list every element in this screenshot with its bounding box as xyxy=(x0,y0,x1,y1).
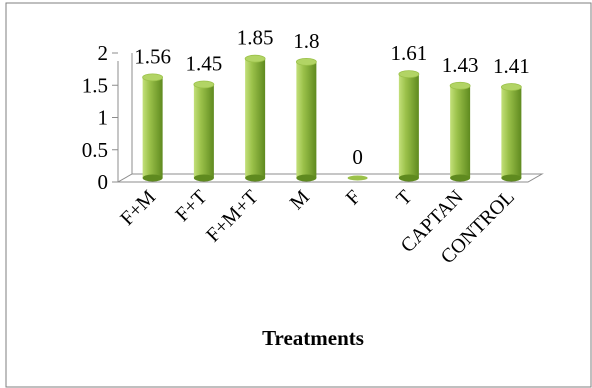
bar-top xyxy=(449,81,471,90)
y-tick-label: 0.5 xyxy=(82,138,108,162)
bar-body xyxy=(193,84,214,178)
data-label: 1.56 xyxy=(134,44,171,68)
axes xyxy=(116,53,544,183)
data-label: 1.43 xyxy=(442,53,479,77)
bars xyxy=(142,54,522,182)
data-label: 1.61 xyxy=(391,41,428,65)
bar-top xyxy=(295,58,317,66)
bar-body xyxy=(450,85,471,178)
bar-control xyxy=(500,83,522,182)
bar-f-m xyxy=(142,73,164,182)
data-label: 1.85 xyxy=(237,26,274,50)
bar-base xyxy=(245,174,266,182)
y-tick-label: 1 xyxy=(98,106,109,130)
bar-f-m-t xyxy=(244,54,266,182)
y-tick-label: 0 xyxy=(98,170,109,194)
bar-body xyxy=(245,58,266,178)
bar-f-t xyxy=(193,80,215,182)
bar-base xyxy=(296,174,317,182)
x-tick-label: F+T xyxy=(171,186,211,226)
bar-top xyxy=(244,54,266,63)
bar-m xyxy=(295,58,317,182)
y-axis-ticks: 0 0.5 1 1.5 2 xyxy=(82,41,118,194)
bar-top xyxy=(142,73,164,82)
data-label: 1.45 xyxy=(186,51,223,75)
data-labels: 1.56 1.45 1.85 1.8 0 1.61 1.43 1.41 xyxy=(134,26,530,169)
bar-base xyxy=(501,174,522,182)
x-tick-label: F+M xyxy=(116,186,160,230)
x-tick-label: M xyxy=(286,186,314,214)
bar-body xyxy=(142,77,163,178)
bar-body xyxy=(296,61,317,178)
data-label: 1.8 xyxy=(293,29,319,53)
y-tick-label: 2 xyxy=(98,41,109,65)
y-tick-label: 1.5 xyxy=(82,73,108,97)
data-label: 1.41 xyxy=(493,54,530,78)
bar-captan xyxy=(449,81,471,182)
bar-t xyxy=(398,70,420,182)
bar-body xyxy=(501,87,522,178)
chart-frame-border xyxy=(5,2,592,388)
bar-f xyxy=(347,175,368,181)
bar-top xyxy=(500,83,522,91)
bar-top xyxy=(398,70,420,79)
x-axis-title: Treatments xyxy=(262,326,364,350)
bar-body xyxy=(398,74,419,178)
bar-base xyxy=(398,174,419,182)
bar-base xyxy=(142,174,163,182)
bar-base xyxy=(450,174,471,182)
x-tick-label: F+M+T xyxy=(202,186,263,247)
chart-floor xyxy=(116,173,544,183)
data-label: 0 xyxy=(352,145,363,169)
bar-top xyxy=(347,175,368,181)
x-tick-label: T xyxy=(392,186,416,210)
bar-top xyxy=(193,80,215,89)
x-tick-label: F xyxy=(342,186,365,209)
bar-base xyxy=(193,174,214,182)
